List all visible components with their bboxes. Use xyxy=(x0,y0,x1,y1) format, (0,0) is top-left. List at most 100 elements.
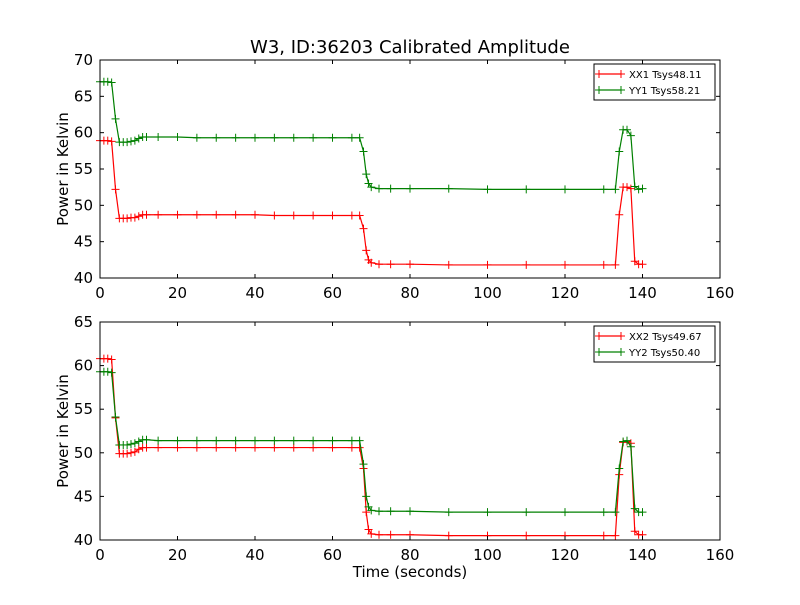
y-tick-label: 65 xyxy=(74,313,93,331)
data-point-marker xyxy=(134,212,143,221)
data-point-marker xyxy=(367,183,376,192)
data-point-marker xyxy=(386,260,395,269)
series-2 xyxy=(96,367,647,517)
data-point-marker xyxy=(611,531,620,540)
data-point-marker xyxy=(328,211,337,220)
y-tick-label: 40 xyxy=(74,531,93,549)
data-point-marker xyxy=(599,531,608,540)
data-point-marker xyxy=(561,260,569,269)
data-point-marker xyxy=(192,210,201,219)
data-point-marker xyxy=(362,492,371,501)
x-tick-label: 120 xyxy=(551,284,580,302)
data-point-marker xyxy=(270,443,279,452)
data-point-marker xyxy=(347,133,356,142)
series-line xyxy=(100,81,643,190)
data-point-marker xyxy=(444,531,453,540)
legend-swatch-marker xyxy=(617,70,625,78)
data-point-marker xyxy=(127,448,135,457)
data-point-marker xyxy=(522,185,531,194)
data-point-marker xyxy=(623,183,631,192)
data-point-marker xyxy=(289,133,298,142)
data-point-marker xyxy=(103,136,112,145)
data-point-marker xyxy=(626,131,635,140)
data-point-marker xyxy=(615,464,624,473)
data-point-marker xyxy=(192,133,201,142)
plot-panel-1: 0 20 40 60 80 100 120 140 160 40 45 50 55 60 65 70 Power… xyxy=(54,51,734,302)
x-tick-label: 100 xyxy=(473,284,502,302)
data-point-marker xyxy=(638,260,647,269)
data-point-marker xyxy=(611,508,620,517)
data-point-marker xyxy=(107,355,116,364)
data-point-marker xyxy=(270,436,279,445)
data-point-marker xyxy=(630,504,639,513)
x-tick-label: 0 xyxy=(95,284,105,302)
data-point-marker xyxy=(154,443,163,452)
data-point-marker xyxy=(309,443,318,452)
data-point-marker xyxy=(212,210,221,219)
data-point-marker xyxy=(251,436,259,445)
data-point-marker xyxy=(270,211,279,220)
y-tick-label: 50 xyxy=(74,444,93,462)
data-point-marker xyxy=(123,214,132,223)
data-point-marker xyxy=(406,260,414,269)
legend-label: YY1 Tsys58.21 xyxy=(628,86,700,97)
data-point-marker xyxy=(444,260,453,269)
data-point-marker xyxy=(406,507,414,516)
x-tick-label: 160 xyxy=(706,546,735,564)
y-tick-label: 40 xyxy=(74,269,93,287)
data-point-marker xyxy=(231,443,240,452)
data-point-marker xyxy=(154,210,163,219)
data-point-marker xyxy=(623,125,631,134)
data-point-marker xyxy=(626,184,635,193)
series-1 xyxy=(96,354,647,540)
data-point-marker xyxy=(362,508,371,517)
series-1 xyxy=(96,136,647,269)
data-point-marker xyxy=(359,224,368,233)
data-point-marker xyxy=(251,210,259,219)
x-tick-label: 40 xyxy=(245,284,264,302)
x-tick-label: 140 xyxy=(628,546,657,564)
data-point-marker xyxy=(103,367,112,376)
x-tick-label: 60 xyxy=(323,546,342,564)
data-point-marker xyxy=(347,436,356,445)
data-point-marker xyxy=(142,443,151,452)
legend-label: XX2 Tsys49.67 xyxy=(629,332,702,343)
legend-swatch-marker xyxy=(595,70,603,78)
data-point-marker xyxy=(309,436,318,445)
series-line xyxy=(100,371,643,513)
data-point-marker xyxy=(107,137,116,146)
data-point-marker xyxy=(634,185,643,194)
data-point-marker xyxy=(142,210,151,219)
x-tick-label: 0 xyxy=(95,546,105,564)
data-point-marker xyxy=(375,260,383,269)
data-point-marker xyxy=(615,210,624,219)
data-point-marker xyxy=(386,184,395,193)
data-point-marker xyxy=(362,170,371,179)
data-point-marker xyxy=(375,184,383,193)
data-point-marker xyxy=(406,184,414,193)
data-point-marker xyxy=(192,443,201,452)
data-point-marker xyxy=(270,133,279,142)
y-axis-label: Power in Kelvin xyxy=(54,374,72,488)
x-tick-label: 80 xyxy=(400,546,419,564)
data-point-marker xyxy=(130,439,139,448)
data-point-marker xyxy=(154,436,163,445)
y-tick-label: 45 xyxy=(74,233,93,251)
x-tick-label: 100 xyxy=(473,546,502,564)
data-point-marker xyxy=(347,211,356,220)
data-point-marker xyxy=(599,508,608,517)
data-point-marker xyxy=(309,211,318,220)
data-point-marker xyxy=(212,436,221,445)
data-point-marker xyxy=(355,133,364,142)
data-point-marker xyxy=(599,260,608,269)
data-point-marker xyxy=(615,147,624,156)
data-point-marker xyxy=(134,134,143,143)
data-point-marker xyxy=(192,436,201,445)
data-point-marker xyxy=(309,133,318,142)
x-tick-label: 140 xyxy=(628,284,657,302)
data-point-marker xyxy=(134,445,143,454)
x-tick-label: 60 xyxy=(323,284,342,302)
data-point-marker xyxy=(173,210,182,219)
data-point-marker xyxy=(154,133,163,142)
